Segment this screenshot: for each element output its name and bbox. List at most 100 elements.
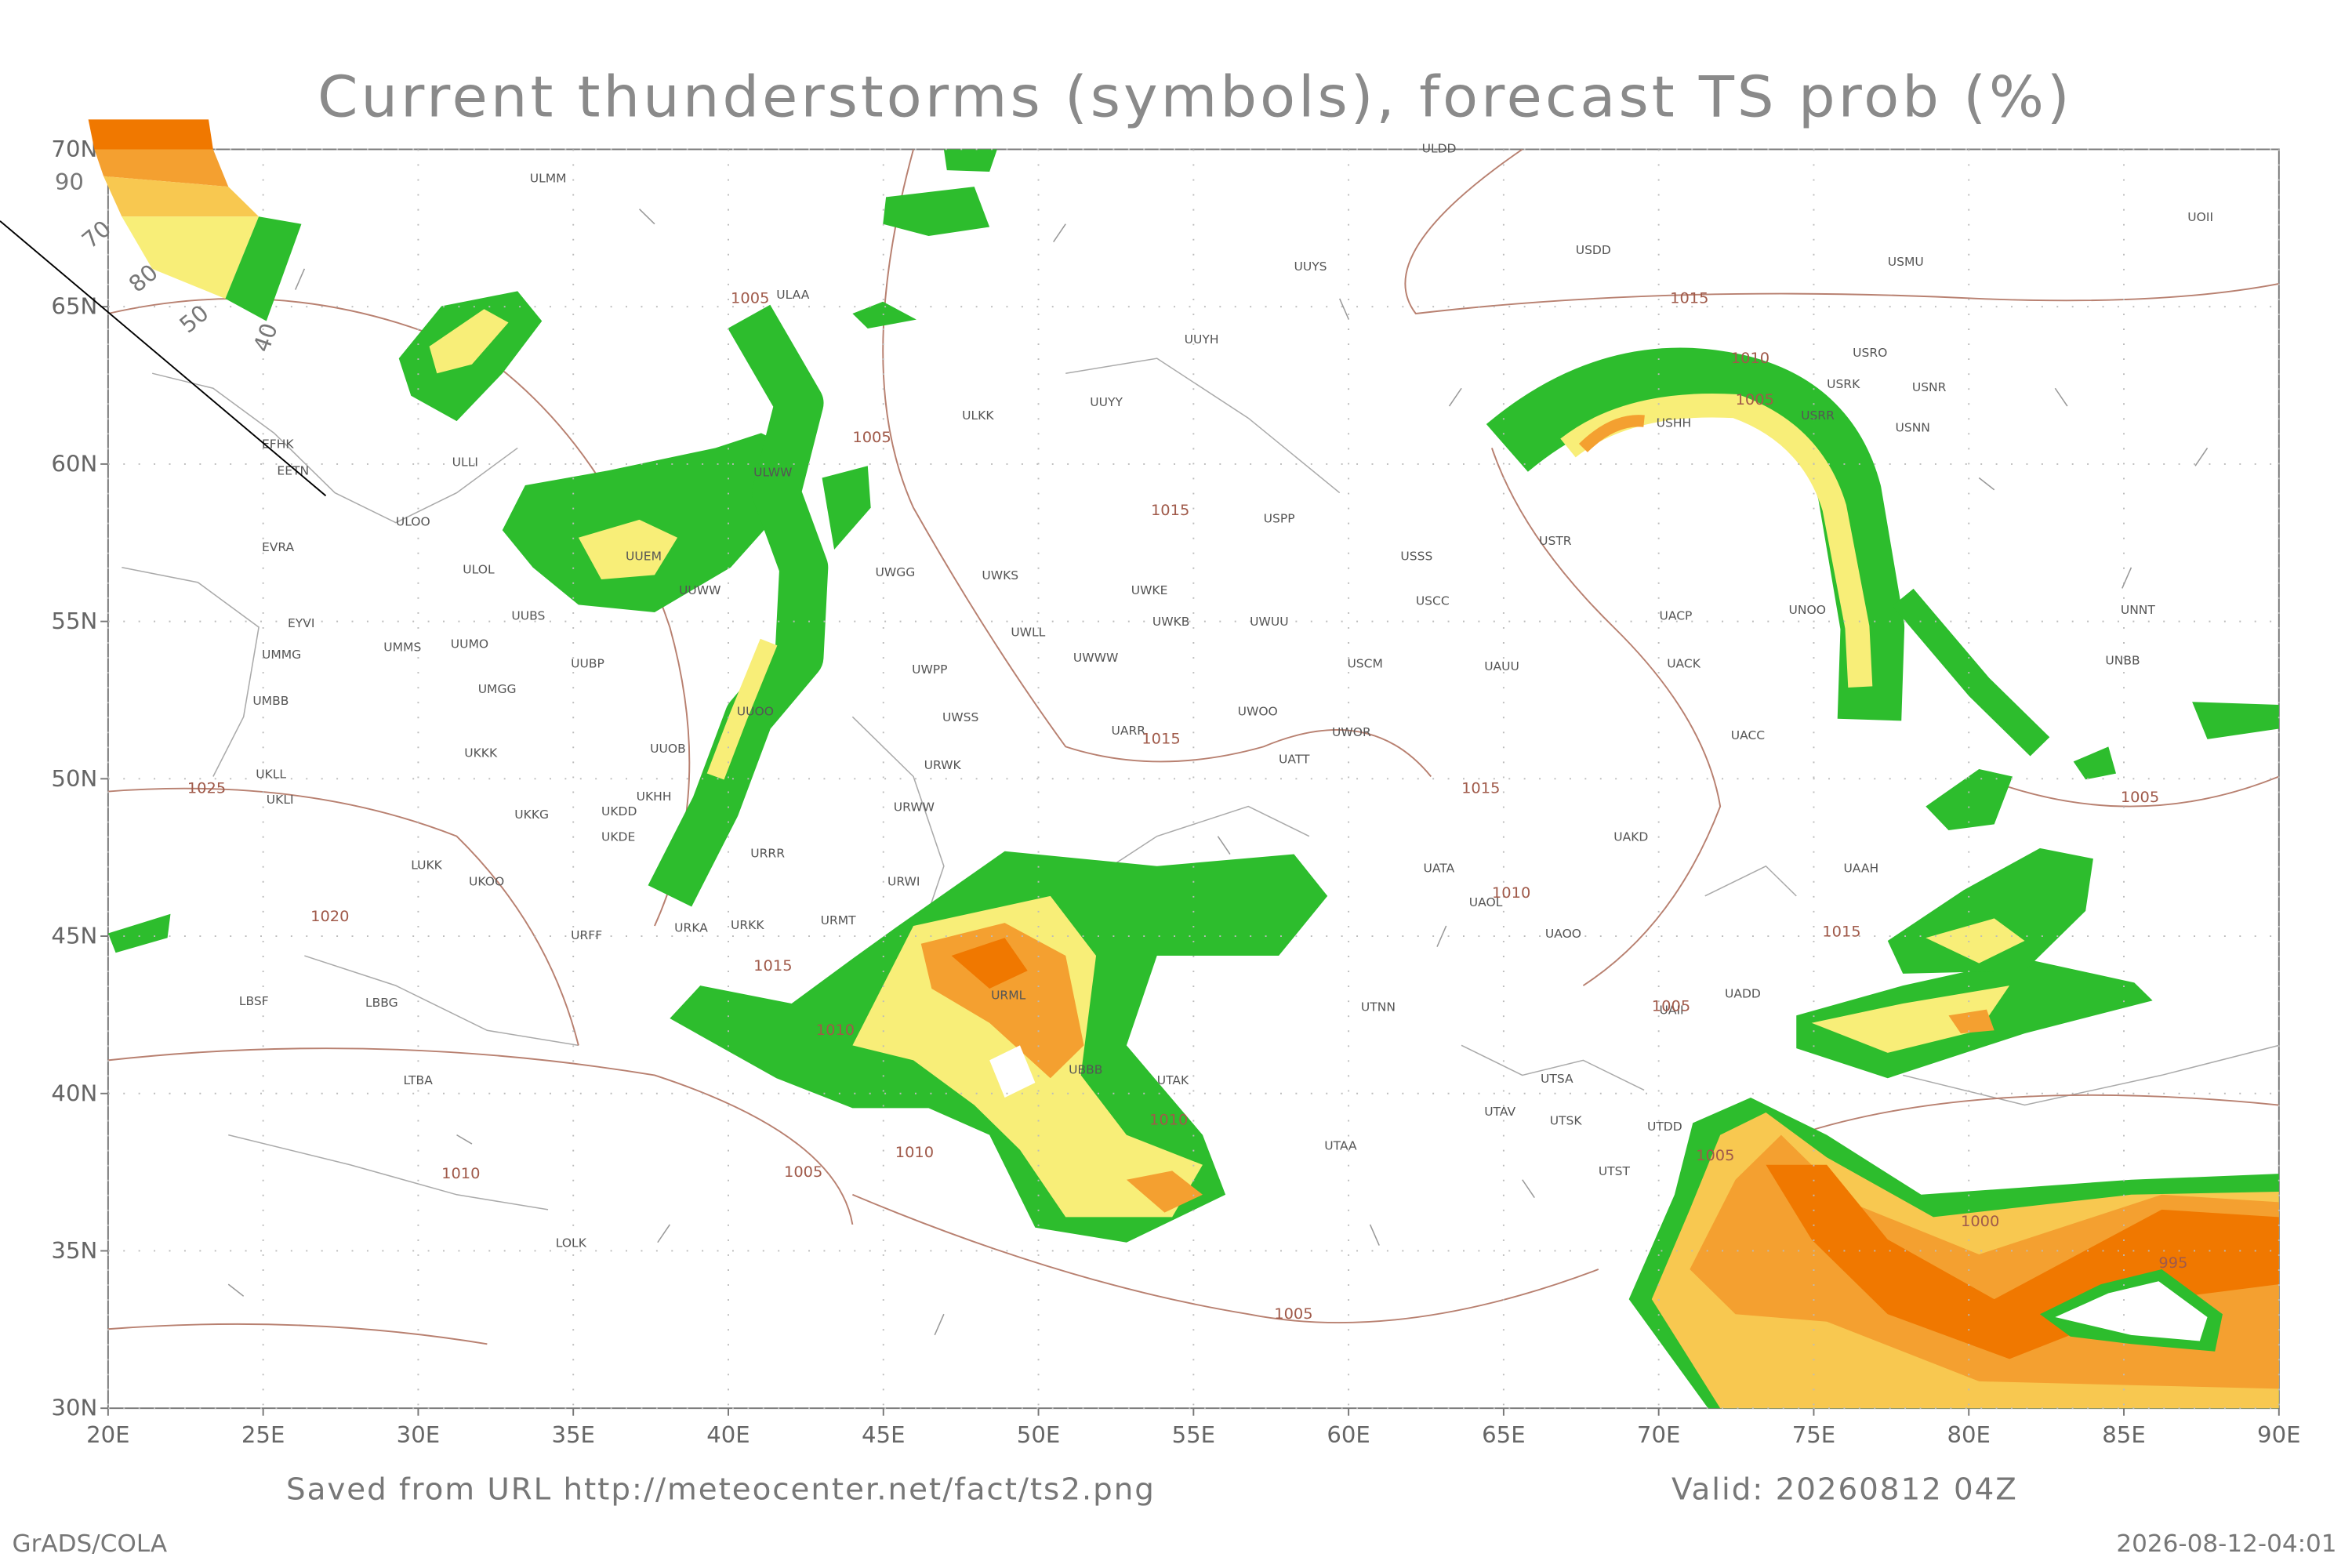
x-tick-label: 75E	[1792, 1421, 1835, 1448]
y-tick-label: 35N	[51, 1237, 97, 1264]
isobar-labels: 1005 1015 1010 1005 1015 1015 1015 1005 1010 1005…	[187, 289, 2188, 1323]
station-label: UTDD	[1647, 1120, 1682, 1134]
plot: 20E 25E 30E 35E 40E 45E 50E 55E 60E 65E 70E 75E 80E 8…	[51, 136, 2300, 1448]
title: Current thunderstorms (symbols), forecas…	[318, 64, 2073, 130]
station-label: UTAK	[1157, 1073, 1189, 1087]
station-label: USCC	[1416, 594, 1450, 608]
grid: 20E 25E 30E 35E 40E 45E 50E 55E 60E 65E 70E 75E 80E 8…	[51, 136, 2300, 1448]
isobar-label: 1005	[1736, 390, 1774, 408]
footer-source: Saved from URL http://meteocenter.net/fa…	[286, 1472, 1156, 1508]
station-label: USPP	[1264, 512, 1295, 526]
station-label: URMT	[821, 913, 857, 927]
station-label: UKOO	[469, 875, 504, 889]
station-label: UTSK	[1550, 1113, 1583, 1127]
footer-software: GrADS/COLA	[13, 1530, 168, 1558]
station-label: URWW	[894, 800, 935, 814]
station-label: USCM	[1347, 657, 1382, 671]
x-tick-label: 45E	[862, 1421, 905, 1448]
station-label: UOII	[2187, 210, 2213, 224]
isobar-label: 1010	[1149, 1110, 1188, 1128]
station-label: UATT	[1279, 752, 1310, 766]
isobar-label: 1005	[1652, 997, 1690, 1015]
y-tick-label: 55N	[51, 608, 97, 634]
station-label: UWPP	[912, 662, 947, 677]
background-lines	[107, 148, 2280, 1345]
station-label: USNN	[1895, 421, 1929, 435]
x-tick-label: 85E	[2102, 1421, 2145, 1448]
station-label: UAKD	[1613, 830, 1648, 844]
station-label: UTAV	[1484, 1105, 1515, 1119]
isobar-label: 1020	[310, 907, 349, 925]
station-label: UKDD	[601, 804, 637, 818]
isobar-label: 995	[2158, 1254, 2187, 1272]
station-label: URWI	[887, 875, 920, 889]
station-label: UUWW	[679, 583, 720, 597]
station-label: UWOO	[1238, 705, 1278, 719]
x-tick-label: 65E	[1482, 1421, 1525, 1448]
station-label: UNBB	[2105, 654, 2140, 668]
station-label: USMU	[1888, 255, 1924, 269]
station-label: URRR	[750, 846, 785, 860]
station-label: UARR	[1111, 724, 1145, 738]
station-label: UUMO	[451, 637, 488, 652]
station-label: LTBA	[404, 1073, 434, 1087]
station-label: USDD	[1576, 243, 1611, 257]
station-label: UACK	[1667, 657, 1701, 671]
station-label: UKDE	[601, 830, 635, 844]
x-tick-label: 60E	[1327, 1421, 1370, 1448]
legend-label: 90	[55, 169, 84, 195]
station-label: LBBG	[365, 996, 398, 1010]
station-label: URWK	[924, 758, 962, 772]
stations: ULMM ULDD UUYS USDD USMU UOII ULAA UUYH USRO USRK…	[239, 141, 2213, 1250]
y-tick-label: 40N	[51, 1080, 97, 1107]
x-tick-label: 35E	[551, 1421, 594, 1448]
station-label: UWWW	[1073, 651, 1118, 665]
station-label: UNNT	[2121, 603, 2156, 617]
isobar-label: 1005	[852, 428, 891, 446]
station-label: ULOO	[396, 515, 430, 529]
station-label: UWKS	[982, 568, 1018, 583]
station-label: UACC	[1731, 728, 1765, 742]
station-label: UWLL	[1011, 626, 1045, 640]
x-tick-label: 70E	[1637, 1421, 1680, 1448]
station-label: UWGG	[876, 565, 916, 579]
isobar-label: 1015	[1670, 289, 1708, 307]
x-tick-label: 20E	[86, 1421, 129, 1448]
isobar-label: 1010	[1492, 884, 1530, 902]
isobar-label: 1005	[731, 289, 769, 307]
isobar-label: 1005	[1274, 1305, 1312, 1323]
storm-areas	[107, 149, 2279, 1409]
station-label: UAAH	[1843, 862, 1878, 876]
x-tick-label: 80E	[1947, 1421, 1991, 1448]
station-label: UUOB	[650, 742, 686, 756]
station-label: UTAA	[1324, 1139, 1357, 1153]
y-tick-label: 45N	[51, 923, 97, 949]
isobar-label: 1010	[441, 1164, 480, 1182]
station-label: UADD	[1725, 987, 1761, 1001]
y-tick-label: 30N	[51, 1395, 97, 1421]
station-label: ULDD	[1422, 141, 1457, 155]
isobar-label: 1005	[1696, 1146, 1734, 1164]
isobar-label: 1000	[1961, 1212, 1999, 1230]
station-label: UAOL	[1469, 895, 1503, 909]
y-tick-label: 70N	[51, 136, 97, 162]
isobar-label: 1005	[784, 1163, 822, 1181]
station-label: UWOR	[1332, 725, 1371, 739]
station-label: ULAA	[776, 288, 810, 302]
station-label: UTST	[1599, 1164, 1631, 1178]
station-label: USNR	[1912, 380, 1947, 394]
station-label: ULOL	[463, 563, 495, 577]
isobar-label: 1015	[1822, 922, 1860, 940]
station-label: UNOO	[1789, 603, 1826, 617]
station-label: UWSS	[942, 710, 978, 724]
station-label: USRK	[1827, 377, 1860, 391]
station-label: URKK	[731, 918, 764, 932]
station-label: EVRA	[262, 540, 295, 554]
station-label: URFF	[571, 928, 602, 942]
station-label: UUYY	[1090, 395, 1123, 409]
station-label: UKLL	[256, 768, 286, 782]
footer-valid: Valid: 20260812 04Z	[1671, 1472, 2018, 1508]
